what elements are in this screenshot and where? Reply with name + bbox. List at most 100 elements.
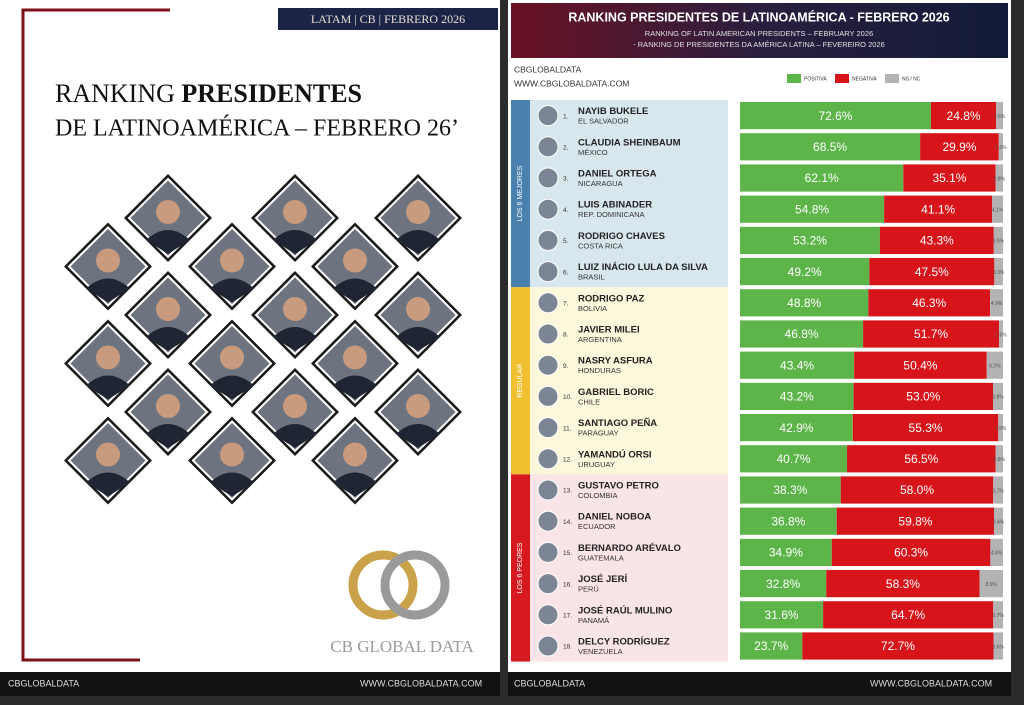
chart-header bbox=[511, 3, 1008, 58]
rank: 15. bbox=[563, 550, 572, 557]
photo-face bbox=[156, 297, 180, 321]
logo-ring bbox=[348, 550, 418, 620]
photo-suit bbox=[273, 230, 317, 254]
country: PERÚ bbox=[578, 585, 599, 594]
value-label: 40.7% bbox=[777, 452, 811, 466]
president-name: RODRIGO CHAVES bbox=[578, 231, 665, 242]
photo-face bbox=[96, 442, 120, 467]
photo-face bbox=[220, 345, 244, 370]
bar-segment bbox=[990, 289, 1003, 317]
bar-segment bbox=[740, 164, 904, 192]
group-label: REGULAR bbox=[517, 364, 524, 398]
footer-handle: CBGLOBALDATA bbox=[8, 678, 79, 688]
bar-segment bbox=[740, 226, 880, 254]
bar-segment bbox=[740, 538, 832, 566]
president-photo bbox=[537, 354, 559, 376]
value-label: 2.6% bbox=[994, 114, 1006, 120]
bar-segment bbox=[868, 289, 991, 317]
group-background bbox=[530, 474, 728, 662]
photo-suit bbox=[396, 424, 440, 448]
country: MÉXICO bbox=[578, 148, 608, 157]
photo-suit bbox=[210, 375, 254, 400]
bar-segment bbox=[740, 445, 848, 473]
president-photo bbox=[537, 417, 559, 439]
value-label: 68.5% bbox=[813, 140, 847, 154]
group-band bbox=[511, 100, 530, 288]
group-background bbox=[530, 287, 728, 475]
value-label: 4.9% bbox=[991, 301, 1003, 307]
value-label: 46.3% bbox=[912, 296, 946, 310]
value-label: 3.7% bbox=[992, 613, 1004, 619]
country: PARAGUAY bbox=[578, 429, 619, 438]
photo-face bbox=[283, 200, 307, 224]
rank: 18. bbox=[563, 644, 572, 651]
value-label: 50.4% bbox=[903, 358, 937, 372]
photo-suit bbox=[86, 278, 130, 303]
rank: 14. bbox=[563, 519, 572, 526]
country: EL SALVADOR bbox=[578, 117, 629, 126]
president-photo bbox=[537, 510, 559, 532]
photo-suit bbox=[273, 327, 317, 351]
bar-segment bbox=[740, 133, 921, 161]
president-photo bbox=[537, 105, 559, 127]
president-name: JAVIER MILEI bbox=[578, 325, 640, 336]
value-label: 43.3% bbox=[920, 234, 954, 248]
bar-segment bbox=[840, 476, 994, 504]
president-photo bbox=[537, 541, 559, 563]
value-label: 41.1% bbox=[921, 202, 955, 216]
bar-segment bbox=[852, 414, 999, 442]
country: URUGUAY bbox=[578, 460, 615, 469]
bar-segment bbox=[823, 601, 994, 629]
photo-suit bbox=[210, 472, 254, 497]
photo-face bbox=[283, 394, 307, 418]
bar-segment bbox=[990, 538, 1003, 566]
photo-face bbox=[156, 394, 180, 418]
country: COSTA RICA bbox=[578, 241, 623, 250]
tag-box bbox=[278, 8, 498, 30]
rank: 16. bbox=[563, 581, 572, 588]
photo-face bbox=[343, 345, 367, 370]
value-label: 58.0% bbox=[900, 483, 934, 497]
photo-face bbox=[220, 248, 244, 273]
value-label: 36.8% bbox=[771, 514, 805, 528]
group-label: LOS 6 MEJORES bbox=[517, 165, 524, 221]
bar-segment bbox=[740, 601, 824, 629]
bar-segment bbox=[740, 382, 854, 410]
legend-swatch bbox=[787, 74, 801, 83]
title-line1: RANKING PRESIDENTES bbox=[55, 79, 362, 108]
bar-segment bbox=[879, 226, 994, 254]
president-name: GUSTAVO PETRO bbox=[578, 481, 659, 492]
value-label: 8.9% bbox=[986, 582, 998, 588]
bar-segment bbox=[993, 632, 1003, 660]
bar-segment bbox=[994, 258, 1003, 286]
president-photo bbox=[537, 136, 559, 158]
chart-title: RANKING PRESIDENTES DE LATINOAMÉRICA - F… bbox=[568, 9, 949, 24]
photo-face bbox=[220, 442, 244, 467]
rank: 10. bbox=[563, 394, 572, 401]
source-url: WWW.CBGLOBALDATA.COM bbox=[514, 78, 629, 88]
footer-url: WWW.CBGLOBALDATA.COM bbox=[870, 678, 992, 688]
bar-segment bbox=[869, 258, 995, 286]
footer-url: WWW.CBGLOBALDATA.COM bbox=[360, 678, 482, 688]
country: BOLIVIA bbox=[578, 304, 607, 313]
rank: 13. bbox=[563, 488, 572, 495]
president-photo bbox=[537, 292, 559, 314]
president-name: LUIZ INÁCIO LULA DA SILVA bbox=[578, 262, 708, 273]
president-photo bbox=[537, 573, 559, 595]
value-label: 1.6% bbox=[995, 145, 1007, 151]
president-name: DANIEL NOBOA bbox=[578, 512, 651, 523]
value-label: 56.5% bbox=[904, 452, 938, 466]
value-label: 24.8% bbox=[947, 109, 981, 123]
country: GUATEMALA bbox=[578, 553, 624, 562]
bar-segment bbox=[998, 133, 1003, 161]
photo-suit bbox=[333, 375, 377, 400]
value-label: 54.8% bbox=[795, 202, 829, 216]
photo-face bbox=[406, 200, 430, 224]
title-line2: DE LATINOAMÉRICA – FEBRERO 26’ bbox=[55, 116, 459, 142]
bar-segment bbox=[740, 570, 827, 598]
value-label: 38.3% bbox=[773, 483, 807, 497]
country: PANAMÁ bbox=[578, 616, 609, 625]
photo-suit bbox=[396, 327, 440, 351]
